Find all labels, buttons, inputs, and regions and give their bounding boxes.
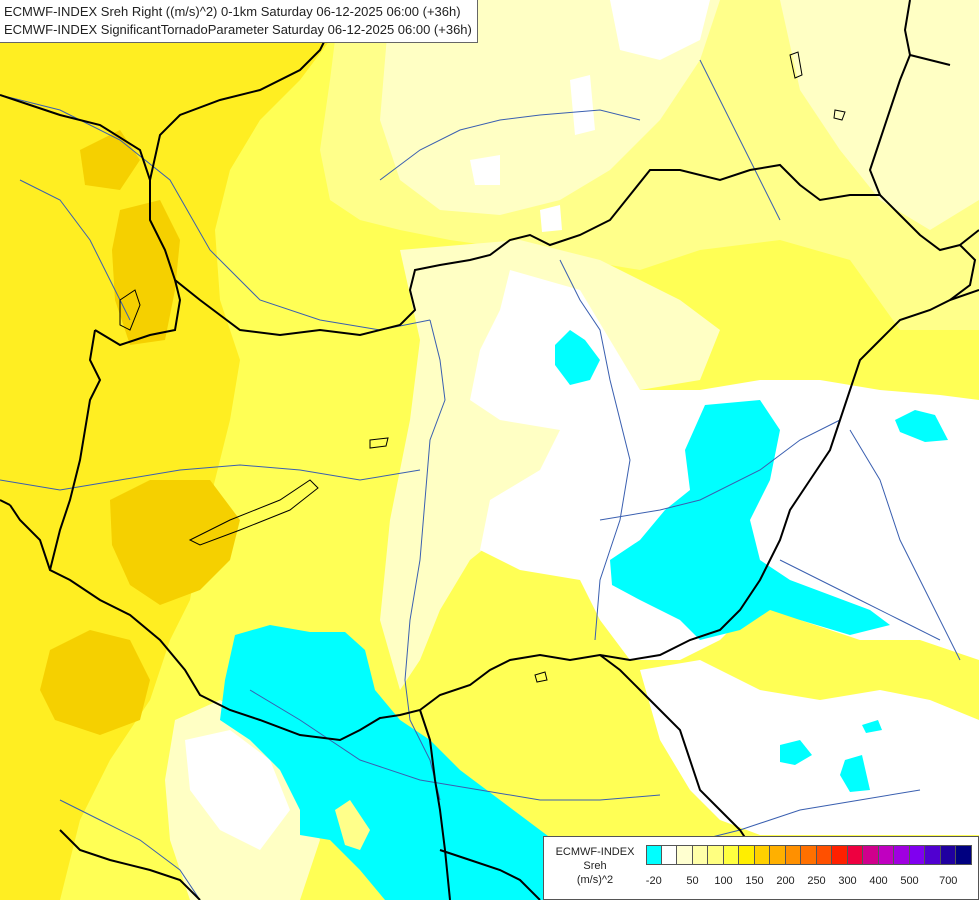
field-cyan-small-2 xyxy=(895,410,948,442)
field-white-north-2 xyxy=(470,155,500,185)
legend-source: ECMWF-INDEX xyxy=(555,846,635,858)
legend-tick-label: 200 xyxy=(776,875,795,887)
legend-swatch xyxy=(661,845,677,865)
field-pale-yellow-east xyxy=(780,0,979,230)
color-legend: ECMWF-INDEX Sreh (m/s)^2 -20 50 100 150 200 2… xyxy=(543,836,979,900)
legend-tick-label: 400 xyxy=(869,875,888,887)
legend-swatch xyxy=(801,845,817,865)
legend-swatch xyxy=(894,845,910,865)
legend-swatch xyxy=(723,845,739,865)
legend-swatch xyxy=(956,845,972,865)
legend-unit: (m/s)^2 xyxy=(576,874,614,886)
legend-swatch xyxy=(909,845,925,865)
legend-tick-label: 50 xyxy=(686,875,699,887)
legend-swatch xyxy=(925,845,941,865)
legend-swatch xyxy=(739,845,755,865)
field-cyan-small-5 xyxy=(862,720,882,733)
field-cyan-small-4 xyxy=(840,755,870,792)
legend-swatch xyxy=(785,845,801,865)
legend-label: ECMWF-INDEX Sreh (m/s)^2 xyxy=(546,845,644,887)
legend-swatch xyxy=(692,845,708,865)
legend-swatch xyxy=(940,845,956,865)
legend-swatch xyxy=(754,845,770,865)
lakes xyxy=(119,51,846,683)
map-title-line-1: ECMWF-INDEX Sreh Right ((m/s)^2) 0-1km S… xyxy=(4,4,461,19)
map-title-box: ECMWF-INDEX Sreh Right ((m/s)^2) 0-1km S… xyxy=(0,0,478,43)
legend-swatch xyxy=(708,845,724,865)
legend-tick-label: 100 xyxy=(714,875,733,887)
legend-swatch xyxy=(832,845,848,865)
legend-swatch xyxy=(863,845,879,865)
legend-swatch xyxy=(816,845,832,865)
legend-tick-label: 500 xyxy=(900,875,919,887)
legend-tick-label: 150 xyxy=(745,875,764,887)
field-cyan-southwest xyxy=(220,625,600,900)
legend-swatch xyxy=(677,845,693,865)
field-white-north-4 xyxy=(570,75,595,135)
legend-swatch xyxy=(770,845,786,865)
legend-tick-label: -20 xyxy=(645,875,662,887)
legend-tick-label: 300 xyxy=(838,875,857,887)
field-white-north-3 xyxy=(540,205,562,232)
legend-swatch xyxy=(646,845,662,865)
field-cyan-small-3 xyxy=(780,740,812,765)
field-white-southwest xyxy=(185,730,290,850)
field-yellow-island xyxy=(335,800,370,850)
field-cyan-small-1 xyxy=(555,330,600,385)
field-cyan-east xyxy=(610,400,890,640)
field-white-north-1 xyxy=(610,0,710,60)
field-gold-patch-4 xyxy=(80,130,140,190)
field-white-south xyxy=(640,660,979,835)
legend-swatch xyxy=(847,845,863,865)
legend-variable: Sreh xyxy=(583,860,607,872)
field-gold-patch-3 xyxy=(40,630,150,735)
legend-tick-label: 250 xyxy=(807,875,826,887)
legend-tick-label: 700 xyxy=(939,875,958,887)
field-gold-patch-1 xyxy=(112,200,180,345)
field-gold-patch-2 xyxy=(110,480,240,605)
legend-swatch xyxy=(878,845,894,865)
map-title-line-2: ECMWF-INDEX SignificantTornadoParameter … xyxy=(4,22,472,37)
